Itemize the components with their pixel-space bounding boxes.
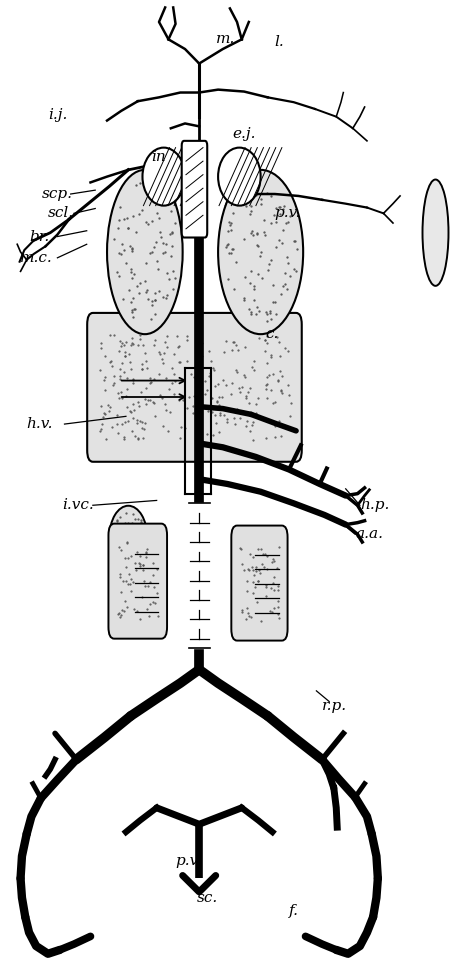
Text: sc.: sc.	[197, 891, 218, 905]
Ellipse shape	[107, 169, 182, 334]
Text: br.: br.	[29, 229, 49, 244]
Text: a.a.: a.a.	[355, 528, 383, 541]
Text: in: in	[151, 150, 166, 165]
Ellipse shape	[109, 505, 147, 568]
Text: m.c.: m.c.	[19, 251, 52, 265]
Text: f.: f.	[289, 904, 299, 919]
FancyBboxPatch shape	[87, 313, 302, 462]
Text: p.v.: p.v.	[175, 854, 202, 868]
Text: m.: m.	[216, 32, 235, 46]
Text: e.j.: e.j.	[232, 127, 256, 141]
Text: h.v.: h.v.	[27, 417, 53, 431]
Text: r.p.: r.p.	[322, 699, 347, 713]
FancyBboxPatch shape	[109, 524, 167, 639]
FancyBboxPatch shape	[231, 526, 288, 641]
Text: i.j.: i.j.	[48, 107, 67, 122]
FancyBboxPatch shape	[182, 141, 207, 237]
Ellipse shape	[422, 179, 448, 286]
Ellipse shape	[218, 169, 303, 334]
Text: scl.: scl.	[48, 206, 74, 221]
Ellipse shape	[143, 147, 185, 205]
Ellipse shape	[218, 147, 261, 205]
Text: h.p.: h.p.	[360, 499, 389, 512]
Text: p.v.: p.v.	[275, 206, 301, 221]
Text: scp.: scp.	[42, 187, 73, 201]
Text: c.: c.	[265, 327, 279, 341]
Text: l.: l.	[275, 35, 284, 49]
Text: i.vc.: i.vc.	[62, 499, 94, 512]
